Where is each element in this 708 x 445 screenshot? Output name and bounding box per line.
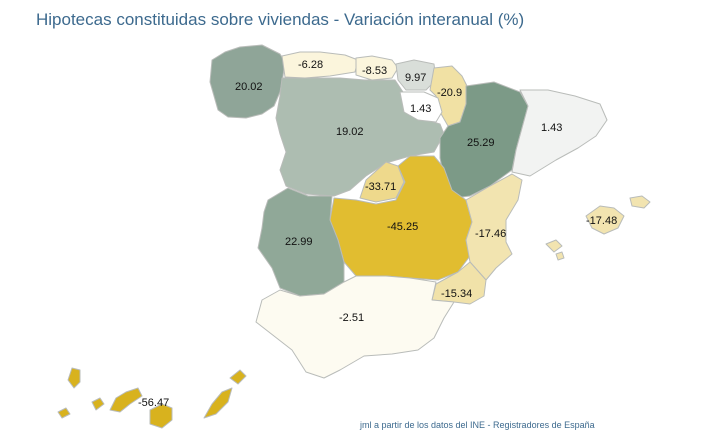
region-baleares-mallorca[interactable]	[585, 205, 625, 235]
region-canarias-tenerife[interactable]	[109, 387, 143, 413]
value-label-navarra: -20.9	[437, 87, 462, 99]
region-madrid[interactable]	[359, 161, 405, 203]
map-title: Hipotecas constituidas sobre viviendas -…	[36, 10, 525, 29]
value-label-pais-vasco: 9.97	[405, 72, 426, 84]
region-valencia[interactable]	[465, 173, 523, 281]
region-la-rioja[interactable]	[399, 91, 443, 123]
value-label-asturias: -6.28	[298, 59, 323, 71]
region-canarias-la-gomera[interactable]	[91, 397, 105, 411]
region-canarias-gran-canaria[interactable]	[149, 403, 173, 429]
region-canarias-fuerteventura[interactable]	[203, 387, 233, 419]
value-label-baleares: -17.48	[586, 215, 617, 227]
region-baleares-ibiza[interactable]	[545, 239, 563, 253]
value-label-galicia: 20.02	[235, 81, 263, 93]
value-label-andalucia: -2.51	[339, 312, 364, 324]
value-label-castilla-la-mancha: -45.25	[387, 221, 418, 233]
value-label-extremadura: 22.99	[285, 236, 313, 248]
value-label-castilla-y-leon: 19.02	[336, 126, 364, 138]
value-label-valencia: -17.46	[475, 228, 506, 240]
region-canarias-lanzarote[interactable]	[229, 369, 247, 385]
region-baleares-formentera[interactable]	[555, 251, 565, 261]
region-cataluna[interactable]	[511, 89, 608, 177]
region-canarias-el-hierro[interactable]	[57, 407, 71, 419]
region-galicia[interactable]	[209, 44, 286, 119]
value-label-cantabria: -8.53	[362, 65, 387, 77]
region-canarias-la-palma[interactable]	[67, 367, 81, 389]
region-cantabria[interactable]	[355, 55, 399, 81]
region-baleares-menorca[interactable]	[629, 195, 651, 209]
source-note: jml a partir de los datos del INE - Regi…	[360, 420, 595, 430]
value-label-cataluna: 1.43	[541, 122, 562, 134]
value-label-aragon: 25.29	[467, 137, 495, 149]
value-label-canarias: -56.47	[138, 397, 169, 409]
region-andalucia[interactable]	[255, 275, 455, 379]
value-label-la-rioja: 1.43	[410, 103, 431, 115]
value-label-madrid: -33.71	[365, 181, 396, 193]
value-label-murcia: -15.34	[441, 288, 472, 300]
